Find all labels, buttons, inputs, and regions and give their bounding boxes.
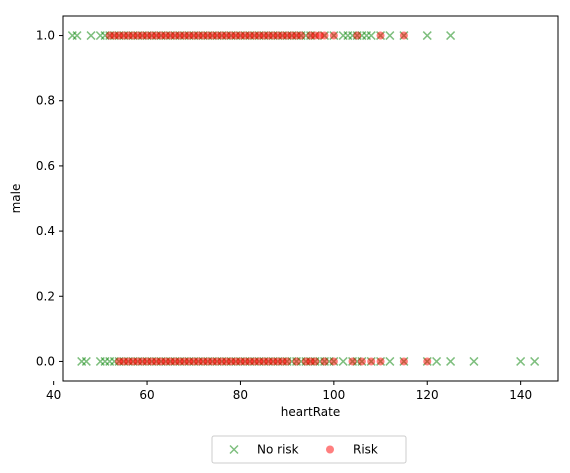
- y-tick-label: 0.4: [36, 224, 55, 238]
- data-point-risk: [357, 357, 366, 366]
- plot-area: [62, 15, 559, 382]
- data-point-no-risk: [432, 356, 442, 366]
- data-point-risk: [399, 31, 408, 40]
- data-point-no-risk: [81, 356, 91, 366]
- x-tick-label: 40: [46, 388, 61, 402]
- x-tick-label: 120: [416, 388, 439, 402]
- x-axis-label: heartRate: [281, 405, 341, 419]
- x-tick-label: 80: [233, 388, 248, 402]
- data-point-no-risk: [516, 356, 526, 366]
- data-point-no-risk: [446, 356, 456, 366]
- data-point-risk: [348, 357, 357, 366]
- x-tick-label: 140: [509, 388, 532, 402]
- data-point-risk: [320, 31, 329, 40]
- x-axis: 40 60 80 100 120 140: [46, 381, 532, 402]
- data-point-risk: [376, 31, 385, 40]
- data-point-risk: [376, 357, 385, 366]
- y-axis-label: male: [9, 184, 23, 214]
- data-point-risk: [399, 357, 408, 366]
- legend-marker-no-risk: [229, 444, 239, 455]
- data-point-no-risk: [530, 356, 540, 366]
- data-point-no-risk: [338, 356, 348, 366]
- data-point-no-risk: [366, 31, 376, 41]
- data-point-no-risk: [385, 356, 395, 366]
- data-point-risk: [297, 31, 306, 40]
- data-point-no-risk: [446, 31, 456, 41]
- data-point-risk: [367, 357, 376, 366]
- data-point-no-risk: [385, 31, 395, 41]
- data-point-no-risk: [86, 31, 96, 41]
- y-axis: 0.0 0.2 0.4 0.6 0.8 1.0: [36, 29, 63, 368]
- data-point-risk: [320, 357, 329, 366]
- data-point-risk: [329, 357, 338, 366]
- plot-frame: [62, 15, 559, 382]
- data-point-no-risk: [422, 31, 432, 41]
- y-tick-label: 0.6: [36, 159, 55, 173]
- legend-marker-risk: [326, 445, 334, 454]
- data-point-risk: [283, 357, 292, 366]
- legend-label: Risk: [353, 443, 378, 457]
- data-point-risk: [353, 31, 362, 40]
- y-tick-label: 1.0: [36, 29, 55, 43]
- y-tick-label: 0.8: [36, 94, 55, 108]
- data-point-risk: [423, 357, 432, 366]
- data-point-no-risk: [469, 356, 479, 366]
- y-tick-label: 0.0: [36, 354, 55, 368]
- data-point-risk: [292, 357, 301, 366]
- legend-box: [211, 435, 407, 464]
- legend-label: No risk: [257, 443, 299, 457]
- x-tick-label: 60: [139, 388, 154, 402]
- data-point-risk: [329, 31, 338, 40]
- data-point-risk: [311, 357, 320, 366]
- x-tick-label: 100: [322, 388, 345, 402]
- y-tick-label: 0.2: [36, 289, 55, 303]
- legend: No risk Risk: [211, 435, 407, 464]
- data-marks: [67, 31, 540, 366]
- data-point-no-risk: [72, 31, 82, 41]
